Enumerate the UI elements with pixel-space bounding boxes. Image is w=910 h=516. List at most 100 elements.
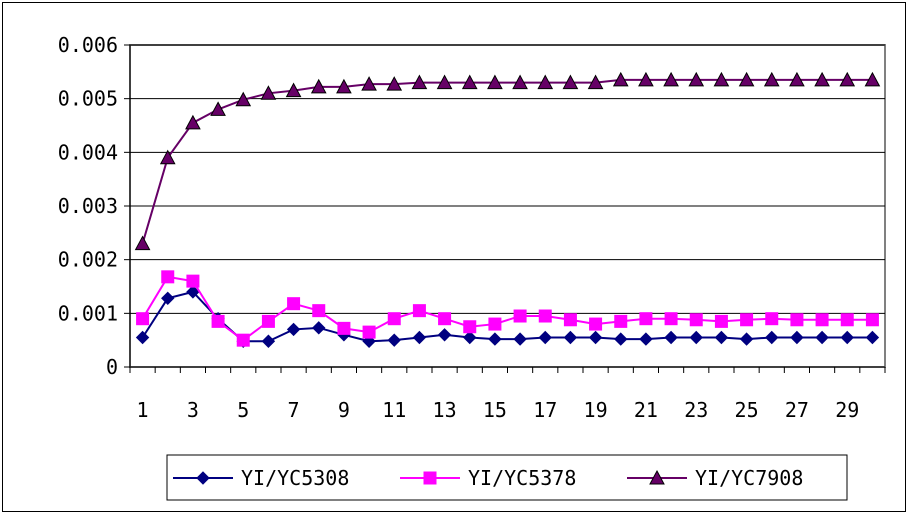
x-tick-label: 23 [684, 398, 708, 422]
x-tick-label: 27 [785, 398, 809, 422]
data-point [286, 322, 301, 337]
data-point [563, 313, 577, 327]
legend-entry: YI/YC5308 [173, 466, 349, 490]
data-point [815, 330, 829, 345]
data-point [361, 76, 377, 91]
data-point [713, 71, 730, 87]
legend-entry: YI/YC7908 [627, 466, 803, 490]
data-point [614, 314, 628, 328]
data-point [412, 330, 427, 345]
data-point [589, 317, 603, 331]
data-point [814, 71, 830, 87]
x-tick-label: 25 [735, 398, 759, 422]
data-point [337, 321, 351, 335]
series-layer [134, 71, 881, 348]
data-point [739, 332, 754, 346]
data-point [513, 309, 527, 323]
x-tick-label: 9 [338, 398, 350, 422]
x-tick-label: 3 [187, 398, 199, 422]
data-point [236, 333, 250, 347]
data-point [285, 82, 302, 98]
data-point [136, 312, 150, 326]
data-point [765, 330, 779, 345]
data-point [839, 71, 856, 87]
data-point [538, 330, 552, 345]
data-point [310, 78, 327, 94]
legend-label: YI/YC5308 [241, 466, 349, 490]
data-point [614, 332, 628, 346]
data-point [210, 101, 226, 116]
y-tick-label: 0 [106, 355, 118, 379]
data-point [714, 330, 729, 345]
data-point [864, 71, 881, 87]
data-point [840, 313, 854, 327]
data-point [488, 317, 502, 331]
data-point [411, 74, 428, 90]
series-triangle [134, 71, 881, 251]
data-point [865, 330, 880, 345]
data-point [211, 314, 225, 328]
data-point [513, 332, 527, 346]
x-tick-label: 7 [288, 398, 300, 422]
data-point [714, 314, 728, 328]
x-tick-label: 13 [433, 398, 457, 422]
data-point [537, 74, 554, 90]
data-point [587, 74, 604, 90]
x-tick-label: 1 [137, 398, 149, 422]
data-point [588, 330, 603, 345]
data-point [134, 235, 151, 251]
data-point [738, 71, 755, 87]
data-point [287, 297, 301, 311]
data-point [689, 330, 703, 345]
x-tick-label: 21 [634, 398, 658, 422]
y-tick-label: 0.004 [58, 140, 118, 164]
data-point [562, 74, 579, 90]
data-point [639, 312, 653, 326]
data-point [763, 71, 780, 87]
data-point [336, 78, 352, 94]
x-tick-label: 19 [584, 398, 608, 422]
data-point [790, 313, 804, 327]
data-point [512, 74, 528, 90]
gridlines [130, 44, 885, 314]
data-point [664, 330, 678, 345]
data-point [312, 304, 326, 318]
data-point [438, 312, 452, 326]
series-square [136, 270, 879, 347]
legend-marker [649, 469, 665, 485]
legend-label: YI/YC7908 [695, 466, 803, 490]
data-point [840, 330, 854, 345]
data-point [790, 330, 804, 345]
legend-marker [423, 471, 437, 485]
y-tick-label: 0.006 [58, 33, 118, 57]
data-point [186, 285, 200, 299]
data-point [463, 330, 477, 345]
data-point [563, 330, 578, 345]
data-point [235, 91, 252, 107]
data-point [387, 333, 401, 347]
data-point [463, 320, 477, 334]
data-point [538, 309, 552, 323]
data-point [261, 314, 275, 328]
legend: YI/YC5308 YI/YC5378 YI/YC7908 [166, 454, 848, 501]
data-point [740, 313, 754, 327]
data-point [437, 328, 452, 342]
data-point [789, 71, 805, 87]
x-tick-label: 15 [483, 398, 507, 422]
data-point [185, 114, 201, 130]
legend-entry: YI/YC5378 [400, 466, 576, 490]
y-tick-label: 0.002 [58, 248, 118, 272]
x-tick-label: 5 [237, 398, 249, 422]
data-point [664, 312, 678, 326]
data-point [386, 76, 403, 91]
data-point [612, 71, 629, 87]
data-point [261, 334, 276, 348]
data-point [312, 321, 326, 335]
data-point [461, 74, 478, 90]
x-tick-label: 29 [835, 398, 859, 422]
data-point [186, 274, 200, 288]
data-point [161, 291, 175, 306]
x-tick-label: 17 [533, 398, 557, 422]
data-point [387, 312, 401, 326]
